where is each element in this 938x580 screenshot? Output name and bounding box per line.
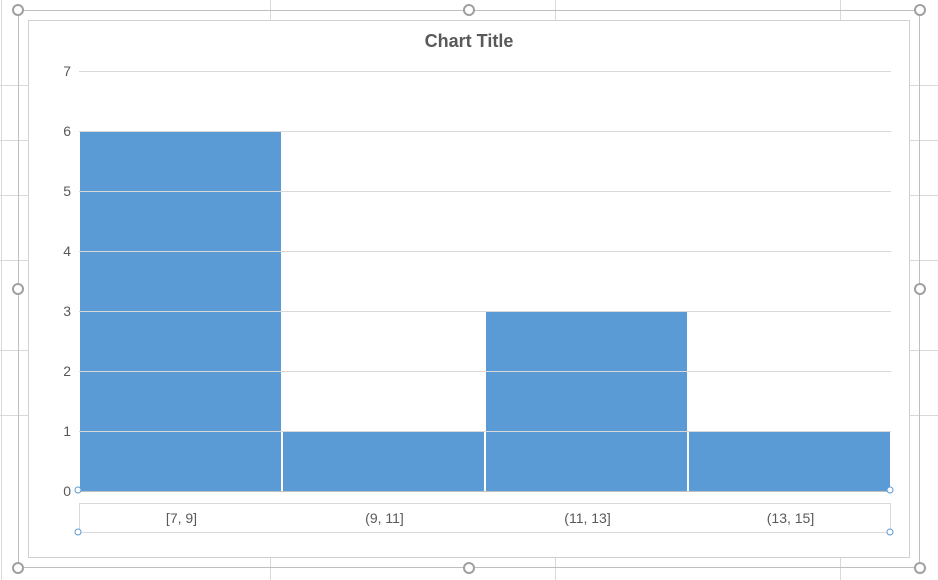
y-tick-label: 4 (63, 243, 79, 259)
histogram-bar[interactable] (486, 311, 687, 491)
y-tick-label: 7 (63, 63, 79, 79)
x-category-label: (9, 11] (365, 510, 404, 526)
selection-handle[interactable] (463, 562, 475, 574)
y-tick-label: 2 (63, 363, 79, 379)
selection-handle[interactable] (914, 283, 926, 295)
selection-handle[interactable] (914, 562, 926, 574)
histogram-bars[interactable] (79, 71, 891, 491)
selection-handle[interactable] (914, 4, 926, 16)
plot-area[interactable]: 01234567 (79, 71, 891, 491)
y-tick-label: 0 (63, 483, 79, 499)
chart-gridline (79, 251, 891, 252)
x-category-label: [7, 9] (166, 510, 197, 526)
selection-handle[interactable] (12, 283, 24, 295)
selection-handle[interactable] (463, 4, 475, 16)
chart-gridline (79, 71, 891, 72)
y-tick-label: 3 (63, 303, 79, 319)
x-category-label: (11, 13] (564, 510, 610, 526)
histogram-bar[interactable] (283, 431, 484, 491)
chart-object[interactable]: Chart Title 01234567 [7, 9](9, 11](11, 1… (28, 20, 910, 558)
x-axis-category-box[interactable]: [7, 9] (9, 11] (11, 13] (13, 15] (79, 503, 891, 533)
chart-gridline (79, 311, 891, 312)
chart-gridline (79, 131, 891, 132)
x-axis-baseline (79, 491, 891, 492)
y-tick-label: 1 (63, 423, 79, 439)
chart-title[interactable]: Chart Title (29, 31, 909, 52)
chart-gridline (79, 431, 891, 432)
chart-gridline (79, 191, 891, 192)
histogram-bar[interactable] (689, 431, 890, 491)
excel-canvas: Chart Title 01234567 [7, 9](9, 11](11, 1… (0, 0, 938, 580)
chart-gridline (79, 371, 891, 372)
y-tick-label: 5 (63, 183, 79, 199)
selection-handle[interactable] (12, 4, 24, 16)
selection-handle[interactable] (12, 562, 24, 574)
x-category-label: (13, 15] (767, 510, 814, 526)
y-tick-label: 6 (63, 123, 79, 139)
